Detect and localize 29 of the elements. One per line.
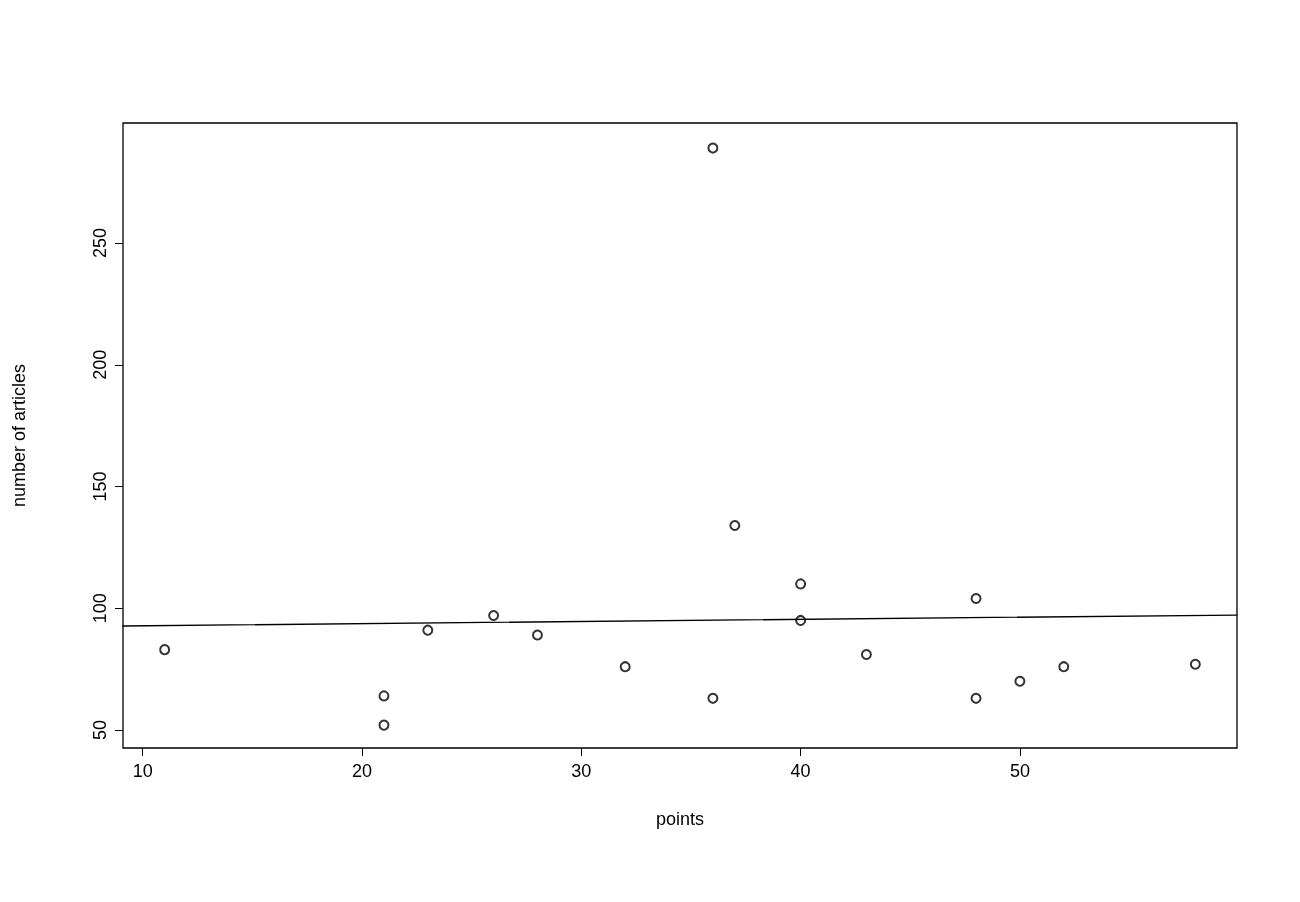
point	[378, 690, 390, 702]
y-tick-label: 150	[90, 471, 110, 502]
x-tick-label: 20	[352, 761, 373, 781]
point	[531, 629, 543, 641]
point	[707, 692, 719, 704]
point	[860, 649, 872, 660]
y-tick-label: 50	[90, 719, 110, 740]
point	[488, 610, 500, 622]
y-axis-title: number of articles	[9, 363, 29, 508]
point	[970, 593, 982, 604]
y-tick-label: 200	[90, 349, 110, 380]
point	[422, 624, 434, 636]
point	[1058, 661, 1070, 673]
point	[795, 578, 807, 590]
point	[159, 644, 171, 656]
point	[707, 142, 719, 154]
point	[378, 719, 390, 731]
y-tick-label: 100	[90, 593, 110, 624]
x-tick-label: 30	[571, 761, 592, 781]
point	[619, 661, 631, 673]
x-axis-title: points	[655, 809, 705, 829]
x-tick-label: 40	[790, 761, 811, 781]
x-tick-label: 50	[1009, 761, 1030, 781]
point	[729, 519, 741, 531]
point	[1189, 658, 1201, 670]
y-tick-label: 250	[90, 228, 110, 259]
point	[1014, 675, 1026, 687]
point	[970, 692, 982, 704]
x-tick-label: 10	[132, 761, 153, 781]
